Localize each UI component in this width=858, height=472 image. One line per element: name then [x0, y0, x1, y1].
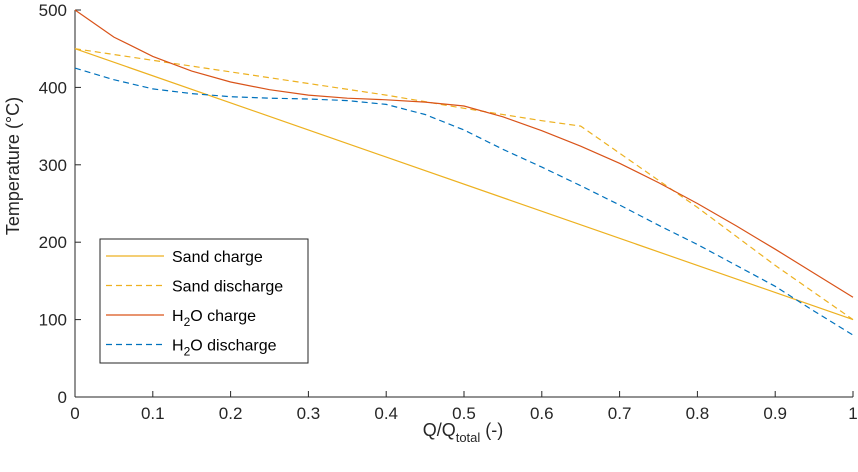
- legend: Sand charge Sand discharge H2O charge H2O d…: [99, 238, 309, 364]
- series-line: [74, 9, 854, 298]
- legend-entry: H2O charge: [172, 308, 256, 329]
- x-tick-label: 0.6: [530, 404, 554, 423]
- y-tick-label: 300: [39, 156, 67, 175]
- legend-box: [99, 238, 309, 364]
- series-line: [74, 67, 854, 336]
- y-tick-label: 500: [39, 1, 67, 20]
- x-tick-label: 0.4: [374, 404, 398, 423]
- x-tick-label: 0.8: [686, 404, 710, 423]
- x-tick-label: 0.5: [452, 404, 476, 423]
- x-axis-label-main: Q/Q: [423, 420, 456, 440]
- y-axis-label: Temperature (°C): [3, 97, 23, 235]
- x-axis-label: Q/Qtotal (-): [423, 420, 504, 445]
- x-tick-label: 0.3: [297, 404, 321, 423]
- x-tick-label: 0.1: [141, 404, 165, 423]
- x-axis-label-suffix: (-): [480, 420, 503, 440]
- x-tick-label: 0.2: [219, 404, 243, 423]
- series-line: [74, 48, 854, 321]
- tick-labels: 0 0.1 0.2 0.3 0.4 0.5 0.6 0.7 0.8 0.9 1 0 100 200 300 4…: [39, 1, 858, 423]
- x-tick-label: 0.7: [608, 404, 632, 423]
- legend-entry: Sand discharge: [172, 279, 283, 296]
- x-tick-label: 1: [848, 404, 857, 423]
- y-tick-label: 200: [39, 233, 67, 252]
- legend-entry: Sand charge: [172, 249, 263, 266]
- plot-series: [74, 9, 854, 336]
- series-line: [74, 48, 854, 321]
- axes: [74, 9, 854, 398]
- y-tick-label: 100: [39, 311, 67, 330]
- y-tick-label: 400: [39, 78, 67, 97]
- x-tick-label: 0.9: [763, 404, 787, 423]
- x-axis-label-subscript: total: [456, 430, 481, 445]
- y-tick-label: 0: [58, 388, 67, 407]
- legend-entry: H2O discharge: [172, 338, 277, 359]
- x-tick-label: 0: [70, 404, 79, 423]
